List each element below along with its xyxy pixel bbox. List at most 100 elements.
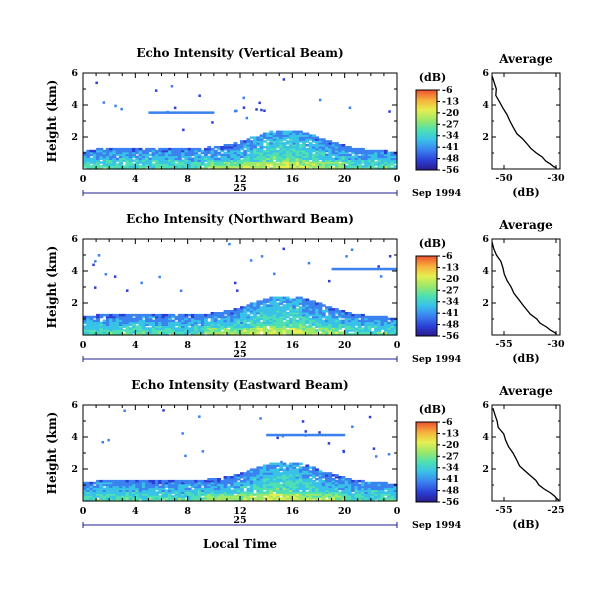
echo-cell [276, 306, 280, 309]
echo-cell [145, 153, 149, 157]
echo-cell [135, 325, 140, 328]
echo-cell [148, 319, 153, 323]
echo-cell [285, 130, 290, 134]
echo-cell [148, 313, 153, 317]
echo-cell [302, 317, 306, 321]
echo-cell [361, 329, 365, 332]
echo-cell [200, 159, 205, 162]
echo-cell [92, 319, 97, 323]
echo-cell [370, 159, 375, 162]
echo-cell [259, 468, 264, 471]
echo-cell [269, 146, 274, 149]
echo-cell [361, 157, 365, 160]
echo-cell [325, 479, 329, 483]
echo-cell [101, 441, 104, 444]
echo-cell [308, 485, 313, 489]
echo-cell [125, 319, 130, 323]
echo-cell [151, 495, 156, 498]
echo-cell [115, 493, 120, 496]
echo-cell [204, 321, 208, 325]
echo-cell [249, 487, 254, 491]
echo-cell [151, 163, 156, 166]
echo-cell [312, 134, 316, 137]
echo-cell [89, 167, 94, 170]
echo-cell [187, 499, 192, 502]
echo-cell [158, 325, 163, 328]
echo-cell [367, 493, 372, 496]
echo-cell [223, 489, 228, 492]
echo-cell [243, 481, 248, 485]
echo-cell [259, 321, 264, 325]
echo-cell [119, 479, 123, 483]
echo-cell [273, 272, 276, 276]
echo-cell [285, 157, 290, 160]
echo-cell [168, 111, 172, 114]
echo-cell [338, 481, 342, 485]
echo-cell [269, 491, 274, 494]
echo-cell [226, 153, 231, 157]
echo-cell [138, 317, 143, 321]
echo-cell [135, 161, 140, 164]
echo-cell [364, 321, 369, 325]
echo-cell [256, 300, 261, 303]
echo-cell [295, 153, 300, 157]
echo-cell [302, 310, 306, 313]
echo-cell [259, 493, 264, 496]
echo-cell [226, 499, 231, 502]
echo-cell [341, 479, 346, 483]
echo-cell [226, 163, 231, 166]
echo-cell [243, 491, 248, 494]
echo-cell [347, 483, 352, 487]
echo-cell [243, 315, 248, 319]
profile-y-tick-label: 2 [482, 132, 489, 143]
echo-cell [122, 165, 127, 168]
echo-cell [383, 483, 388, 487]
echo-cell [230, 159, 235, 162]
echo-cell [119, 497, 123, 500]
echo-cell [256, 470, 261, 473]
echo-cell [338, 310, 342, 313]
echo-cell [279, 140, 284, 143]
echo-cell [112, 163, 117, 166]
echo-cell [377, 161, 382, 164]
echo-cell [187, 491, 192, 494]
echo-cell [308, 306, 313, 309]
echo-cell [155, 313, 159, 317]
echo-cell [393, 267, 398, 271]
echo-cell [96, 491, 100, 494]
echo-cell [92, 487, 97, 491]
echo-cell [276, 485, 280, 489]
echo-cell [269, 300, 274, 303]
echo-cell [305, 317, 310, 321]
echo-cell [105, 153, 110, 157]
echo-cell [187, 483, 192, 487]
echo-cell [285, 476, 290, 479]
echo-cell [128, 319, 133, 323]
echo-cell [331, 333, 336, 336]
echo-cell [220, 331, 225, 334]
echo-cell [302, 313, 306, 317]
echo-cell [259, 300, 264, 303]
echo-cell [370, 483, 375, 487]
echo-cell [289, 466, 293, 469]
echo-cell [276, 155, 280, 159]
echo-cell [128, 157, 133, 160]
echo-cell [328, 153, 333, 157]
echo-cell [328, 474, 333, 477]
echo-cell [246, 474, 251, 477]
echo-cell [158, 481, 163, 485]
echo-cell [279, 497, 284, 500]
echo-cell [259, 495, 264, 498]
echo-cell [331, 144, 336, 147]
echo-cell [328, 433, 333, 437]
echo-cell [174, 157, 179, 160]
echo-cell [351, 167, 356, 170]
echo-cell [302, 134, 306, 137]
echo-cell [246, 489, 251, 492]
echo-cell [220, 495, 225, 498]
echo-cell [102, 329, 107, 332]
echo-cell [256, 323, 261, 326]
echo-cell [262, 491, 267, 494]
echo-cell [295, 481, 300, 485]
echo-cell [226, 159, 231, 162]
